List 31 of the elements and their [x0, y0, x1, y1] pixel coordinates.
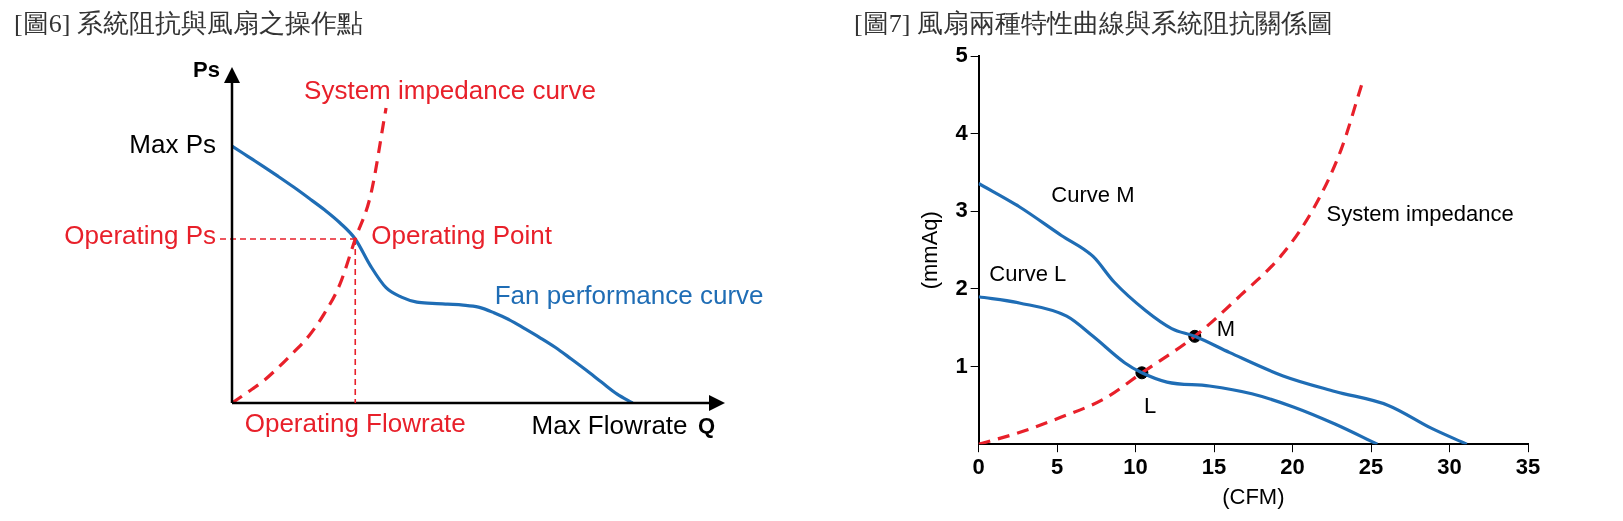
x-axis-title: Q — [697, 413, 715, 439]
x-tick-label: 5 — [1050, 454, 1064, 480]
y-tick-label: 3 — [955, 197, 968, 223]
x-tick-label: 25 — [1358, 454, 1384, 480]
annotation: Operating Point — [371, 220, 553, 251]
text: Max Ps — [129, 129, 216, 160]
y-tick-label: 2 — [955, 275, 968, 301]
chart-title: [圖6] 系統阻抗與風扇之操作點 — [14, 8, 363, 40]
series-label: Fan performance curve — [494, 279, 764, 310]
text: Max Flowrate — [531, 410, 688, 441]
series-label: Curve M — [1051, 181, 1135, 207]
x-tick-label: 15 — [1201, 454, 1227, 480]
chart-title: [圖7] 風扇兩種特性曲線與系統阻抗關係圖 — [854, 8, 1333, 40]
y-tick-label: 1 — [955, 352, 968, 378]
x-tick-label: 10 — [1123, 454, 1148, 480]
x-tick-label: 30 — [1437, 454, 1462, 480]
text: System impedance curve — [304, 75, 596, 106]
x-tick-label: 0 — [972, 454, 985, 480]
ref-line-label: Operating Ps — [64, 220, 216, 251]
y-axis-title: (mmAq) — [917, 211, 943, 290]
annotation: M — [1216, 316, 1236, 342]
y-tick-label: 5 — [955, 42, 968, 68]
series-label: System impedance — [1326, 200, 1514, 226]
annotation: L — [1143, 392, 1157, 418]
y-tick-label: 4 — [955, 119, 969, 145]
y-axis-title: Ps — [193, 57, 220, 83]
text: Operating Flowrate — [244, 408, 466, 439]
x-tick-label: 20 — [1280, 454, 1305, 480]
series-label: Curve L — [989, 261, 1067, 287]
x-tick-label: 35 — [1515, 454, 1541, 480]
x-axis-title: (CFM) — [1222, 483, 1285, 509]
